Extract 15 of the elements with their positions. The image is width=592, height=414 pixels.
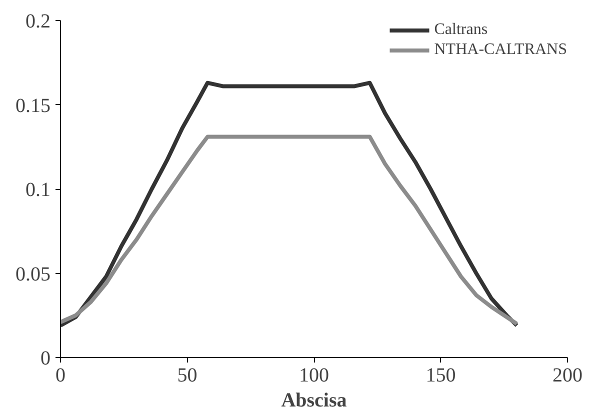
legend-label: Caltrans <box>434 21 488 39</box>
y-tick-label: 0.2 <box>26 10 50 32</box>
x-tick-label: 200 <box>552 364 582 386</box>
line-series <box>60 80 519 328</box>
x-tick-label: 150 <box>426 364 456 386</box>
y-tick-label: 0.1 <box>26 179 50 201</box>
y-tick-label: 0.15 <box>16 94 50 117</box>
x-tick-label: 0 <box>56 364 66 386</box>
x-axis-title: Abscisa <box>281 390 347 412</box>
x-tick-label: 100 <box>299 364 329 386</box>
y-tick-label: 0 <box>40 348 50 370</box>
legend-label: NTHA-CALTRANS <box>434 41 567 59</box>
y-tick-label: 0.05 <box>16 263 50 286</box>
x-tick-label: 50 <box>177 364 198 386</box>
line-series <box>60 134 519 326</box>
